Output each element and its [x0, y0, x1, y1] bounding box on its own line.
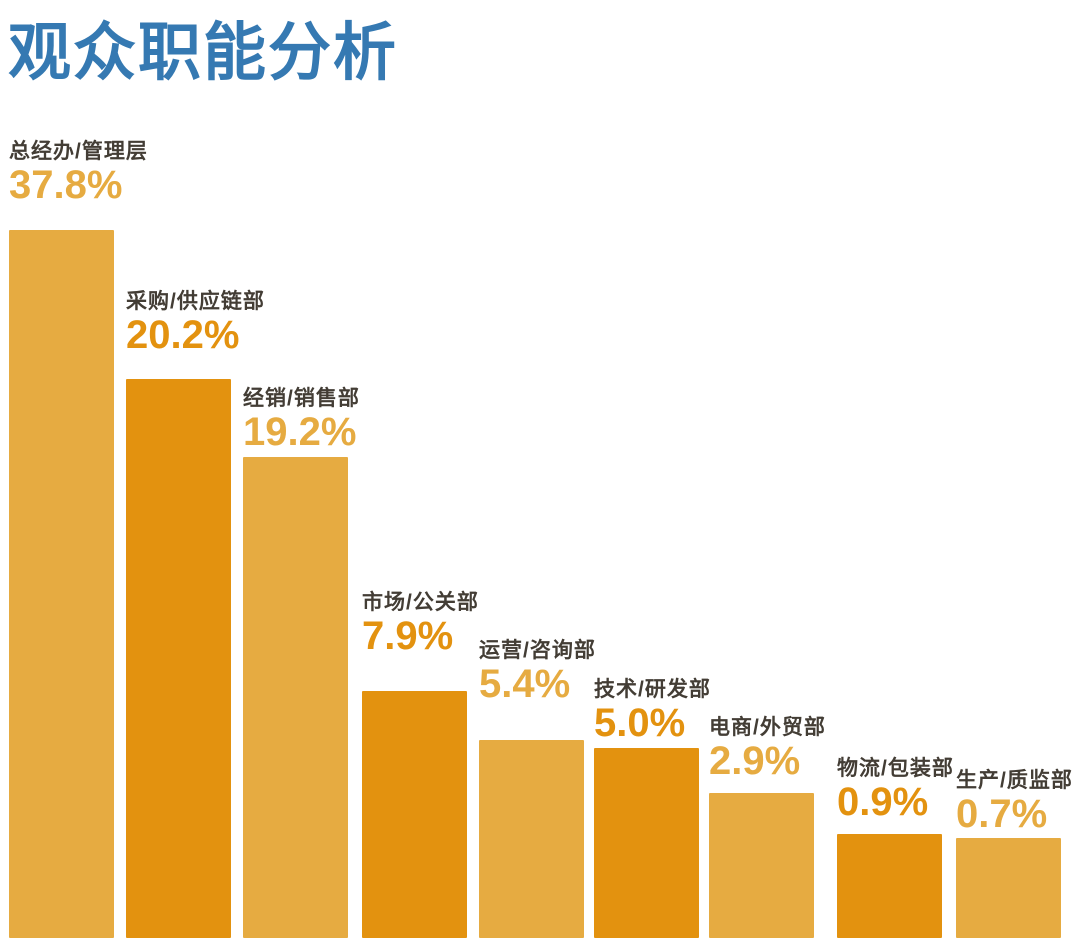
bar-9: [956, 838, 1061, 938]
bar-5: [479, 740, 584, 938]
bar-value-label: 0.9%: [837, 780, 929, 824]
bar-value-label: 2.9%: [709, 739, 801, 783]
bar-label-block-8: 物流/包装部 0.9%: [837, 756, 954, 822]
bar-1: [9, 230, 114, 938]
bar-label-block-5: 运营/咨询部 5.4%: [479, 638, 596, 704]
bar-category-label: 运营/咨询部: [479, 639, 596, 662]
bar-category-label: 经销/销售部: [243, 387, 360, 410]
bar-label-block-1: 总经办/管理层 37.8%: [9, 139, 148, 205]
page-title: 观众职能分析: [8, 18, 398, 88]
bar-category-label: 技术/研发部: [594, 678, 711, 701]
bar-category-label: 物流/包装部: [837, 757, 954, 780]
bar-value-label: 0.7%: [956, 792, 1048, 836]
bar-value-label: 19.2%: [243, 410, 357, 454]
bar-value-label: 7.9%: [362, 614, 454, 658]
bar-value-label: 5.4%: [479, 662, 571, 706]
bar-category-label: 电商/外贸部: [709, 716, 826, 739]
bar-category-label: 采购/供应链部: [126, 290, 265, 313]
bar-8: [837, 834, 942, 938]
bar-6: [594, 748, 699, 938]
bar-label-block-3: 经销/销售部 19.2%: [243, 386, 360, 452]
bar-value-label: 20.2%: [126, 313, 240, 357]
bar-7: [709, 793, 814, 938]
bar-category-label: 生产/质监部: [956, 769, 1073, 792]
bar-value-label: 5.0%: [594, 701, 686, 745]
bar-label-block-9: 生产/质监部 0.7%: [956, 768, 1073, 834]
bar-label-block-6: 技术/研发部 5.0%: [594, 677, 711, 743]
bar-label-block-7: 电商/外贸部 2.9%: [709, 715, 826, 781]
bar-4: [362, 691, 467, 938]
bar-category-label: 总经办/管理层: [9, 140, 148, 163]
bar-label-block-4: 市场/公关部 7.9%: [362, 590, 479, 656]
bar-label-block-2: 采购/供应链部 20.2%: [126, 289, 265, 355]
bar-3: [243, 457, 348, 938]
bar-value-label: 37.8%: [9, 163, 123, 207]
bar-category-label: 市场/公关部: [362, 591, 479, 614]
bar-2: [126, 379, 231, 938]
